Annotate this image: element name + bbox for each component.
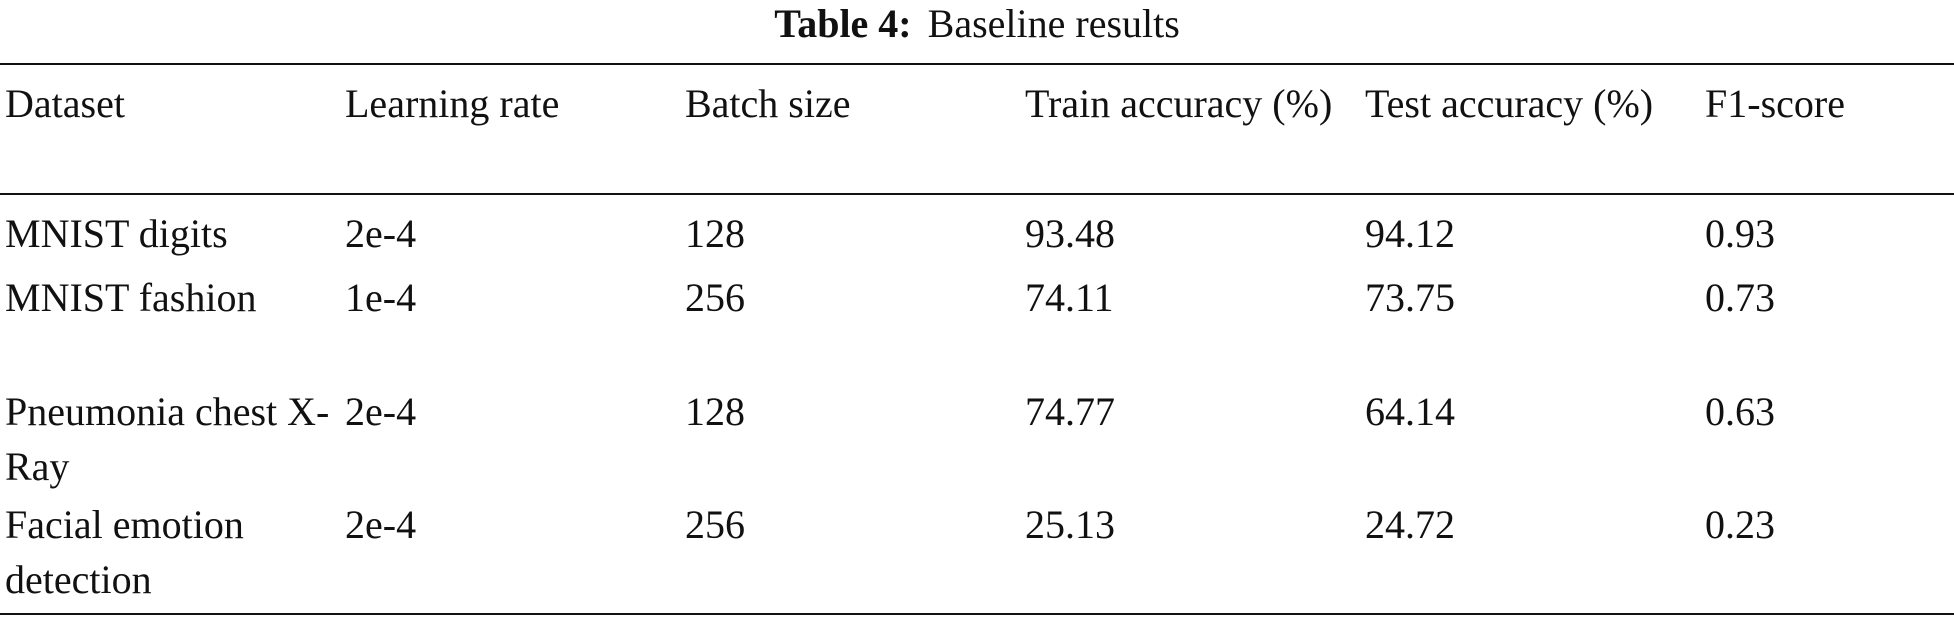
cell-train-accuracy: 74.77 — [1025, 389, 1115, 434]
cell-dataset: Facial emotion detection — [5, 502, 244, 602]
cell-test-accuracy: 24.72 — [1365, 502, 1455, 547]
header-f1-score: F1-score — [1705, 81, 1845, 126]
cell-learning-rate: 1e-4 — [345, 275, 417, 320]
table-title: Baseline results — [927, 1, 1180, 46]
cell-f1-score: 0.93 — [1705, 211, 1775, 256]
cell-batch-size: 128 — [685, 389, 745, 434]
cell-train-accuracy: 93.48 — [1025, 211, 1115, 256]
cell-f1-score: 0.23 — [1705, 502, 1775, 547]
cell-train-accuracy: 25.13 — [1025, 502, 1115, 547]
cell-dataset: MNIST digits — [5, 211, 228, 256]
cell-test-accuracy: 64.14 — [1365, 389, 1455, 434]
header-test-accuracy: Test accuracy (%) — [1365, 81, 1654, 126]
cell-f1-score: 0.73 — [1705, 275, 1775, 320]
bottom-rule — [0, 613, 1954, 615]
cell-batch-size: 256 — [685, 502, 745, 547]
cell-learning-rate: 2e-4 — [345, 211, 417, 256]
table-number: Table 4: — [774, 1, 912, 46]
cell-test-accuracy: 94.12 — [1365, 211, 1455, 256]
cell-train-accuracy: 74.11 — [1025, 275, 1114, 320]
cell-learning-rate: 2e-4 — [345, 389, 417, 434]
cell-learning-rate: 2e-4 — [345, 502, 417, 547]
header-dataset: Dataset — [5, 81, 125, 126]
cell-dataset: Pneumonia chest X-Ray — [5, 389, 330, 489]
table-caption: Table 4: Baseline results — [0, 2, 1954, 46]
header-rule — [0, 193, 1954, 195]
header-train-accuracy: Train accuracy (%) — [1025, 81, 1333, 126]
cell-batch-size: 128 — [685, 211, 745, 256]
cell-test-accuracy: 73.75 — [1365, 275, 1455, 320]
header-learning-rate: Learning rate — [345, 81, 560, 126]
cell-f1-score: 0.63 — [1705, 389, 1775, 434]
top-rule — [0, 63, 1954, 65]
header-batch-size: Batch size — [685, 81, 851, 126]
cell-batch-size: 256 — [685, 275, 745, 320]
cell-dataset: MNIST fashion — [5, 275, 257, 320]
